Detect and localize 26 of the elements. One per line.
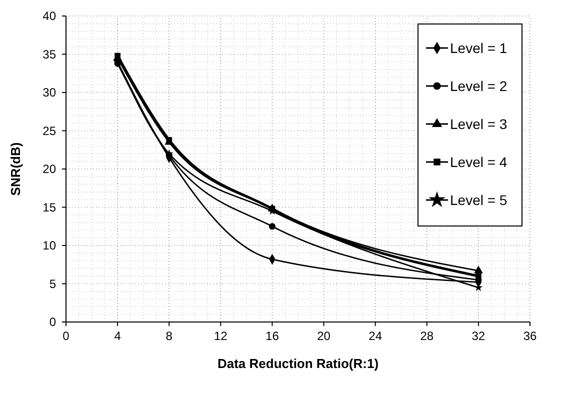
y-tick-label: 30 [42,86,56,100]
y-axis-title: SNR(dB) [8,142,23,196]
y-tick-label: 0 [49,315,56,329]
y-tick-label: 25 [42,124,56,138]
x-tick-label: 4 [114,329,122,343]
x-tick-label: 0 [62,329,70,343]
x-tick-label: 36 [523,329,537,343]
legend-label: Level = 3 [450,116,508,132]
legend-label: Level = 2 [450,78,508,94]
x-tick-label: 20 [317,329,331,343]
x-tick-label: 28 [420,329,434,343]
y-tick-label: 15 [42,200,56,214]
y-tick-label: 40 [42,9,56,23]
x-tick-label: 12 [214,329,228,343]
legend-label: Level = 5 [450,192,508,208]
y-tick-label: 35 [42,47,56,62]
legend-label: Level = 4 [450,154,508,170]
legend-label: Level = 1 [450,40,508,56]
y-tick-label: 5 [49,276,56,291]
x-axis-title: Data Reduction Ratio(R:1) [217,356,379,371]
x-tick-label: 8 [166,329,173,343]
x-tick-label: 16 [266,329,280,343]
x-tick-label: 32 [472,329,486,343]
x-tick-label: 24 [368,329,382,343]
y-tick-label: 20 [42,162,56,176]
y-tick-label: 10 [42,238,56,252]
